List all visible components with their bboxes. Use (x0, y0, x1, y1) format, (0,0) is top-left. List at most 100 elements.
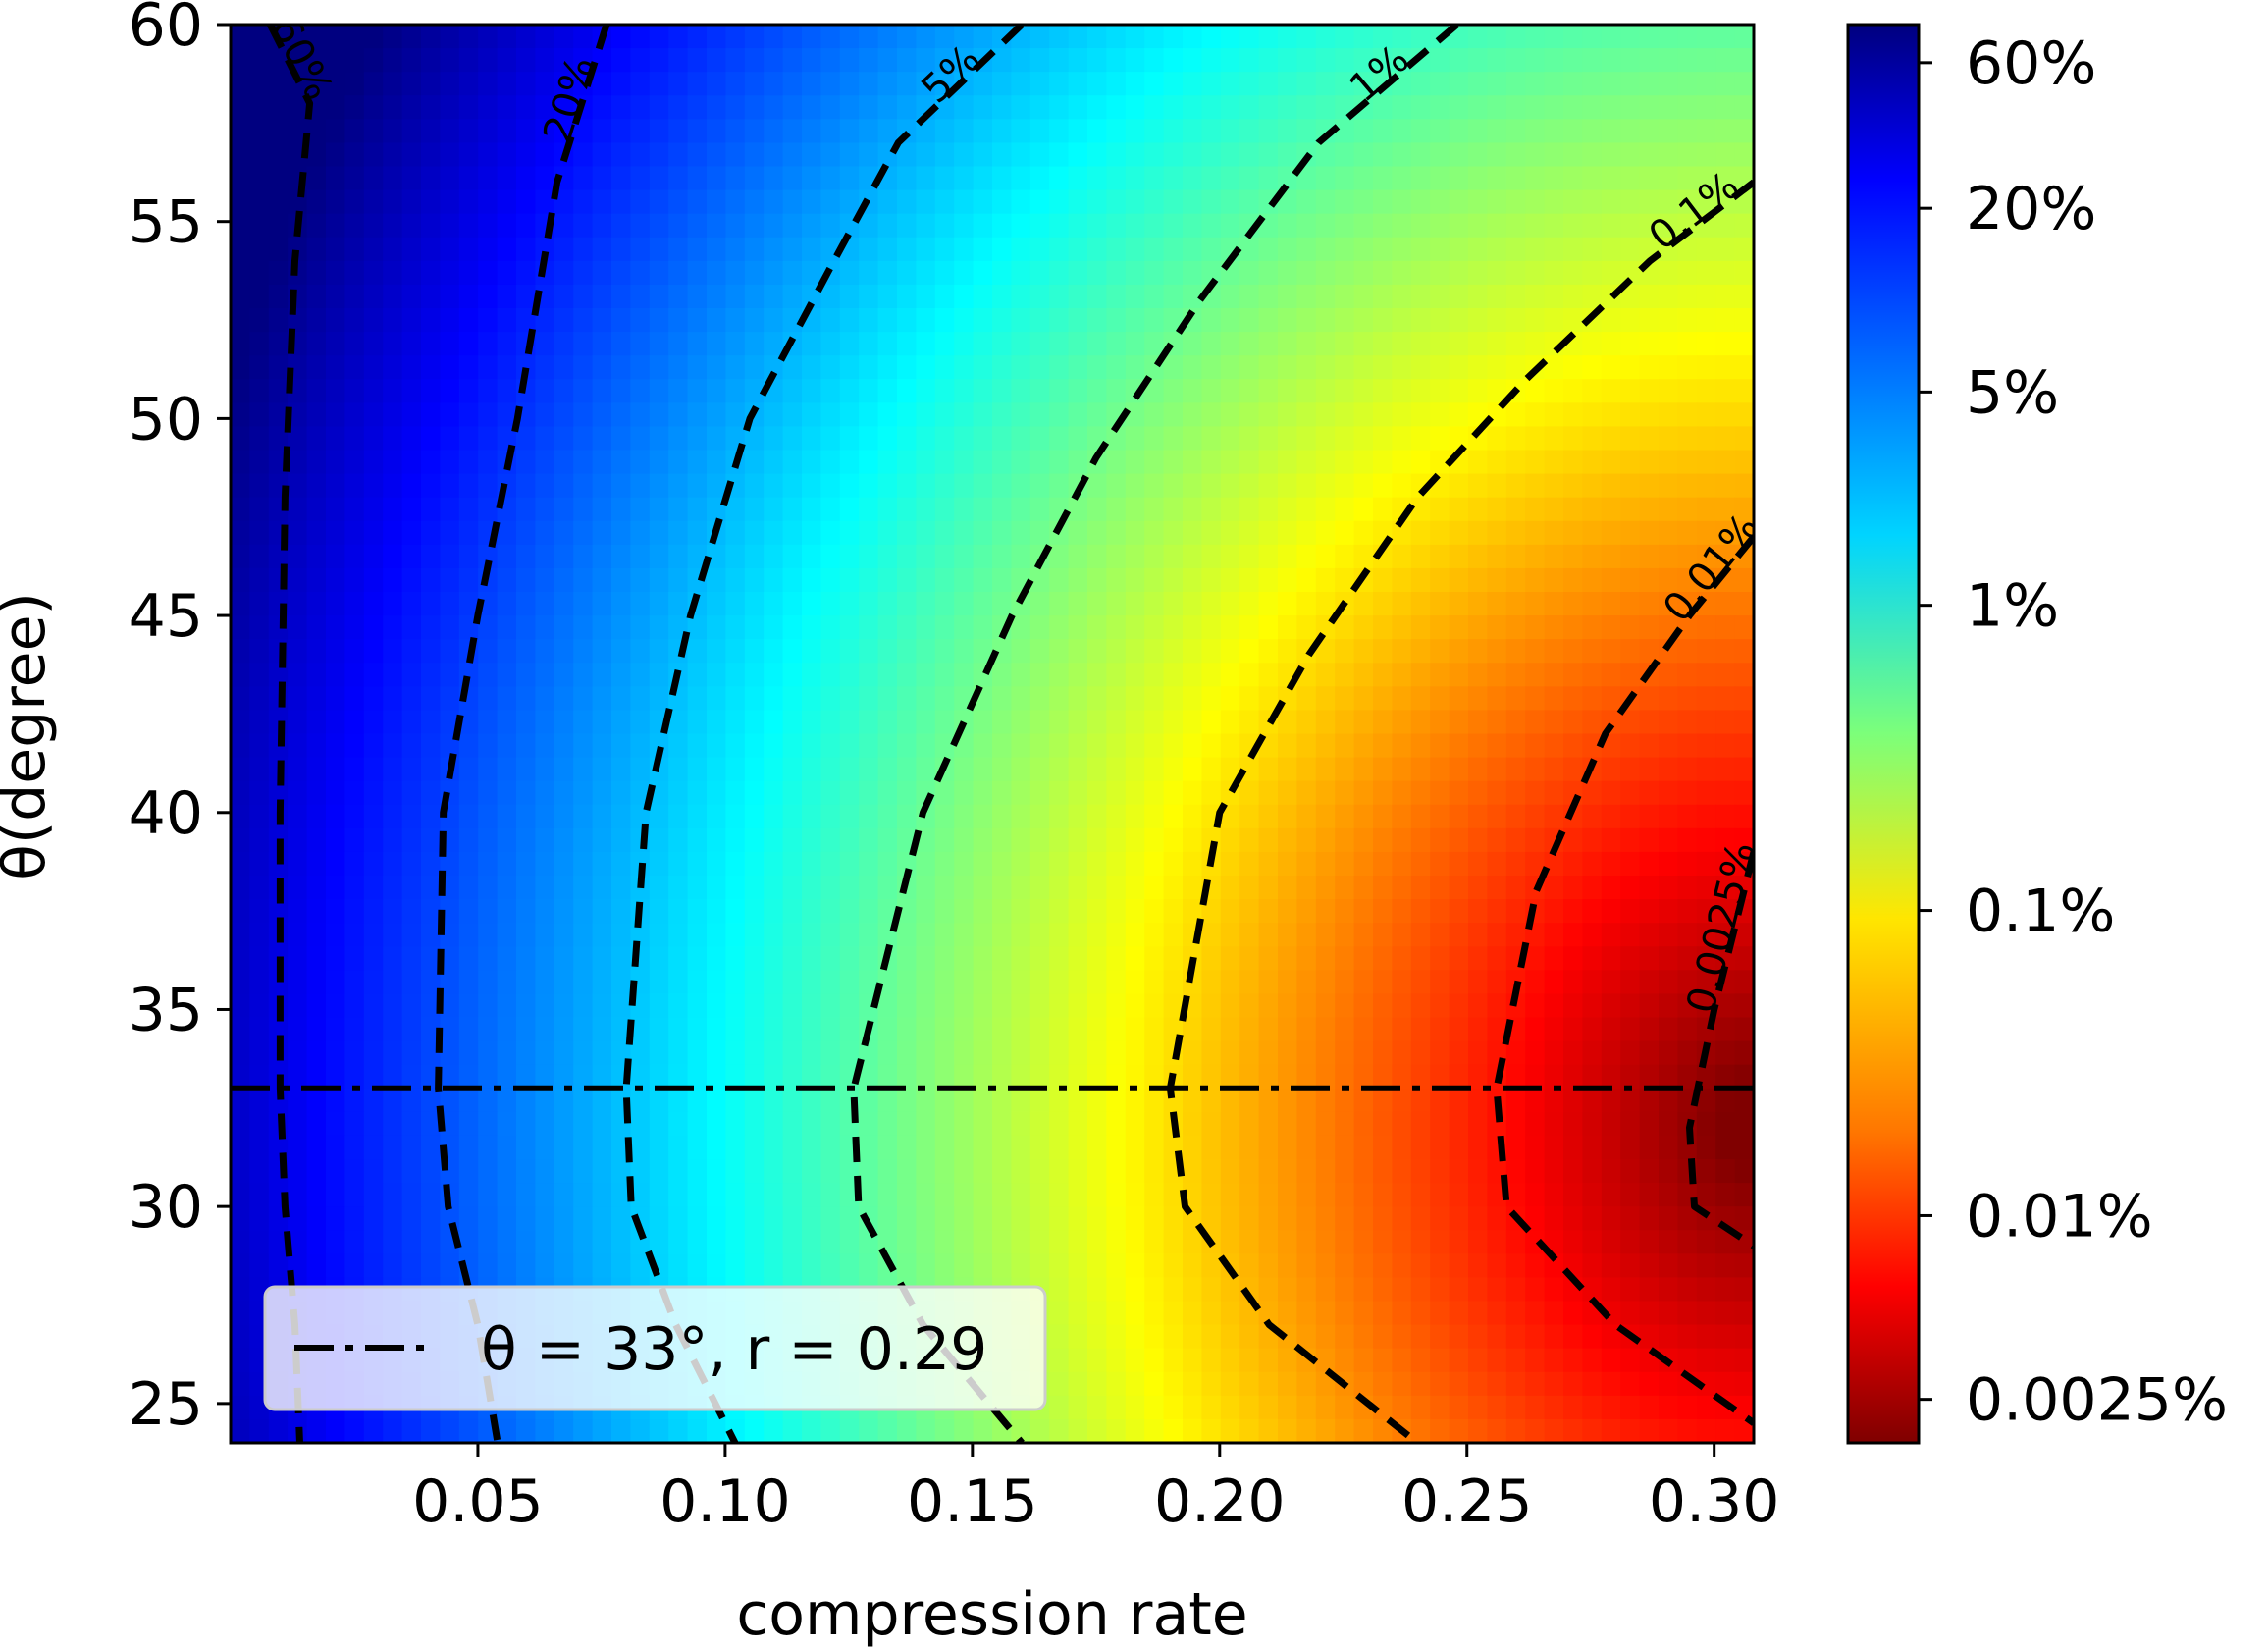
heatmap-cell (535, 450, 555, 475)
heatmap-cell (249, 260, 270, 286)
heatmap-cell (973, 497, 993, 522)
heatmap-cell (1068, 567, 1088, 593)
heatmap-cell (1639, 1277, 1660, 1303)
heatmap-cell (1620, 520, 1641, 546)
heatmap-cell (231, 923, 250, 947)
heatmap-cell (1677, 686, 1698, 712)
heatmap-cell (1392, 402, 1412, 428)
heatmap-cell (1525, 615, 1546, 640)
heatmap-cell (363, 544, 384, 569)
heatmap-cell (630, 25, 651, 49)
heatmap-cell (249, 72, 270, 96)
heatmap-cell (707, 639, 726, 664)
heatmap-cell (306, 876, 327, 900)
heatmap-cell (877, 308, 898, 333)
heatmap-cell (1677, 72, 1698, 96)
heatmap-cell (1278, 520, 1297, 546)
heatmap-cell (1487, 308, 1507, 333)
heatmap-cell (1068, 25, 1088, 49)
heatmap-cell (1125, 923, 1145, 947)
heatmap-cell (687, 260, 708, 286)
heatmap-cell (1449, 260, 1469, 286)
heatmap-cell (1715, 95, 1736, 120)
heatmap-cell (1125, 663, 1145, 687)
heatmap-cell (1659, 1040, 1678, 1066)
heatmap-cell (1659, 544, 1678, 569)
heatmap-cell (1449, 1348, 1469, 1373)
heatmap-cell (611, 827, 631, 853)
heatmap-cell (573, 1159, 594, 1184)
heatmap-cell (1601, 1277, 1621, 1303)
heatmap-cell (649, 615, 669, 640)
heatmap-cell (1087, 95, 1107, 120)
heatmap-cell (1544, 1088, 1564, 1113)
heatmap-cell (820, 95, 841, 120)
heatmap-cell (326, 379, 345, 403)
heatmap-cell (573, 592, 594, 616)
heatmap-cell (573, 1064, 594, 1090)
heatmap-cell (707, 710, 726, 735)
heatmap-cell (649, 1111, 669, 1137)
heatmap-cell (1582, 1159, 1603, 1184)
heatmap-cell (1525, 970, 1546, 995)
heatmap-cell (1505, 72, 1526, 96)
heatmap-cell (1563, 710, 1583, 735)
heatmap-cell (1677, 379, 1698, 403)
heatmap-cell (916, 1040, 936, 1066)
heatmap-cell (1011, 284, 1031, 309)
heatmap-cell (1410, 1135, 1431, 1160)
heatmap-cell (1620, 284, 1641, 309)
heatmap-cell (1144, 332, 1165, 356)
heatmap-cell (897, 899, 917, 924)
heatmap-cell (344, 851, 365, 877)
heatmap-cell (421, 237, 441, 262)
heatmap-cell (707, 544, 726, 569)
heatmap-cell (1659, 520, 1678, 546)
heatmap-cell (440, 166, 460, 191)
heatmap-cell (992, 520, 1012, 546)
heatmap-cell (573, 946, 594, 971)
heatmap-cell (1696, 946, 1716, 971)
heatmap-cell (1278, 1253, 1297, 1279)
heatmap-cell (326, 663, 345, 687)
heatmap-cell (249, 733, 270, 759)
heatmap-cell (1315, 827, 1336, 853)
heatmap-cell (288, 119, 308, 144)
heatmap-cell (897, 544, 917, 569)
heatmap-cell (707, 95, 726, 120)
heatmap-cell (1410, 237, 1431, 262)
heatmap-cell (231, 1183, 250, 1207)
heatmap-cell (687, 1040, 708, 1066)
x-tick-label: 0.25 (1401, 1467, 1533, 1536)
heatmap-cell (1335, 804, 1355, 829)
heatmap-cell (1029, 876, 1050, 900)
heatmap-cell (554, 1159, 574, 1184)
heatmap-cell (249, 615, 270, 640)
heatmap-cell (1392, 615, 1412, 640)
heatmap-cell (1659, 1324, 1678, 1350)
heatmap-cell (1620, 1040, 1641, 1066)
heatmap-cell (934, 946, 955, 971)
heatmap-cell (516, 473, 536, 499)
heatmap-cell (1029, 1111, 1050, 1137)
heatmap-cell (992, 450, 1012, 475)
heatmap-cell (458, 1159, 479, 1184)
heatmap-cell (1049, 284, 1070, 309)
heatmap-cell (744, 757, 765, 782)
heatmap-cell (744, 544, 765, 569)
heatmap-cell (1068, 899, 1088, 924)
heatmap-cell (1239, 332, 1260, 356)
heatmap-cell (1525, 450, 1546, 475)
heatmap-cell (1715, 1088, 1736, 1113)
heatmap-cell (249, 757, 270, 782)
heatmap-cell (1335, 237, 1355, 262)
heatmap-cell (839, 497, 860, 522)
heatmap-cell (535, 615, 555, 640)
heatmap-cell (802, 189, 821, 215)
heatmap-cell (744, 615, 765, 640)
heatmap-cell (1144, 260, 1165, 286)
colorbar-tick-label: 5% (1966, 358, 2059, 427)
heatmap-cell (1144, 1017, 1165, 1042)
heatmap-cell (1505, 450, 1526, 475)
heatmap-cell (1620, 237, 1641, 262)
